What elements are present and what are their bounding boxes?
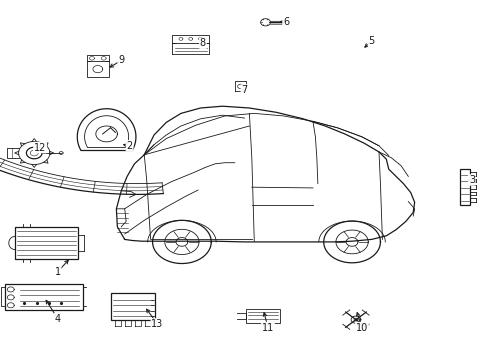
- Text: 12: 12: [34, 143, 46, 153]
- Text: 13: 13: [151, 319, 163, 329]
- Bar: [87, 61, 108, 77]
- Text: 6: 6: [283, 17, 288, 27]
- Text: 3: 3: [468, 175, 474, 185]
- Text: 7: 7: [241, 85, 247, 95]
- Text: 9: 9: [118, 55, 124, 66]
- Bar: [459, 169, 469, 205]
- Text: 4: 4: [55, 314, 61, 324]
- Bar: [111, 292, 155, 320]
- Text: 1: 1: [55, 267, 61, 277]
- Bar: [5, 284, 83, 310]
- Text: 8: 8: [200, 38, 205, 48]
- FancyBboxPatch shape: [15, 227, 78, 259]
- Text: 2: 2: [126, 141, 132, 151]
- Text: 5: 5: [368, 36, 374, 46]
- Bar: [245, 309, 280, 323]
- Text: 10: 10: [355, 323, 367, 333]
- Text: 11: 11: [261, 323, 274, 333]
